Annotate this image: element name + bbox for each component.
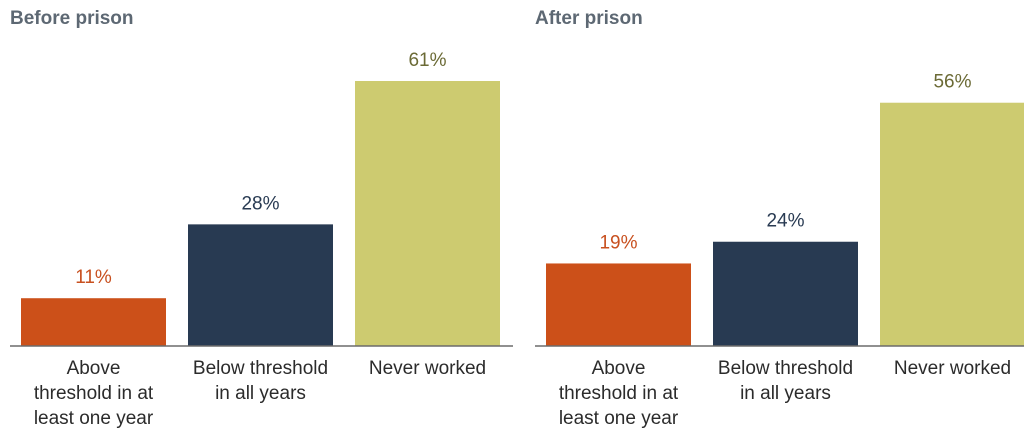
bar-2 — [713, 241, 858, 346]
data-label: 24% — [766, 211, 804, 232]
data-label: 56% — [933, 72, 971, 93]
data-label: 28% — [241, 193, 279, 214]
bar-3 — [355, 81, 500, 346]
bar-1 — [21, 298, 166, 346]
category-label: Above — [592, 358, 646, 379]
category-label: least one year — [559, 408, 679, 429]
data-label: 11% — [75, 267, 112, 288]
category-label: threshold in at — [559, 383, 679, 404]
category-label: Below threshold — [193, 358, 328, 379]
category-label: Never worked — [369, 358, 486, 379]
category-label: in all years — [740, 383, 831, 404]
category-label: in all years — [215, 383, 306, 404]
data-label: 61% — [408, 50, 446, 71]
category-label: Above — [67, 358, 121, 379]
bar-3 — [880, 102, 1024, 346]
category-label: least one year — [34, 408, 154, 429]
bar-1 — [546, 263, 691, 346]
panel-title-after: After prison — [535, 8, 643, 29]
category-label: threshold in at — [34, 383, 154, 404]
category-label: Never worked — [894, 358, 1011, 379]
category-label: Below threshold — [718, 358, 853, 379]
panel-title-before: Before prison — [10, 8, 134, 29]
bar-2 — [188, 224, 333, 346]
data-label: 19% — [599, 232, 637, 253]
